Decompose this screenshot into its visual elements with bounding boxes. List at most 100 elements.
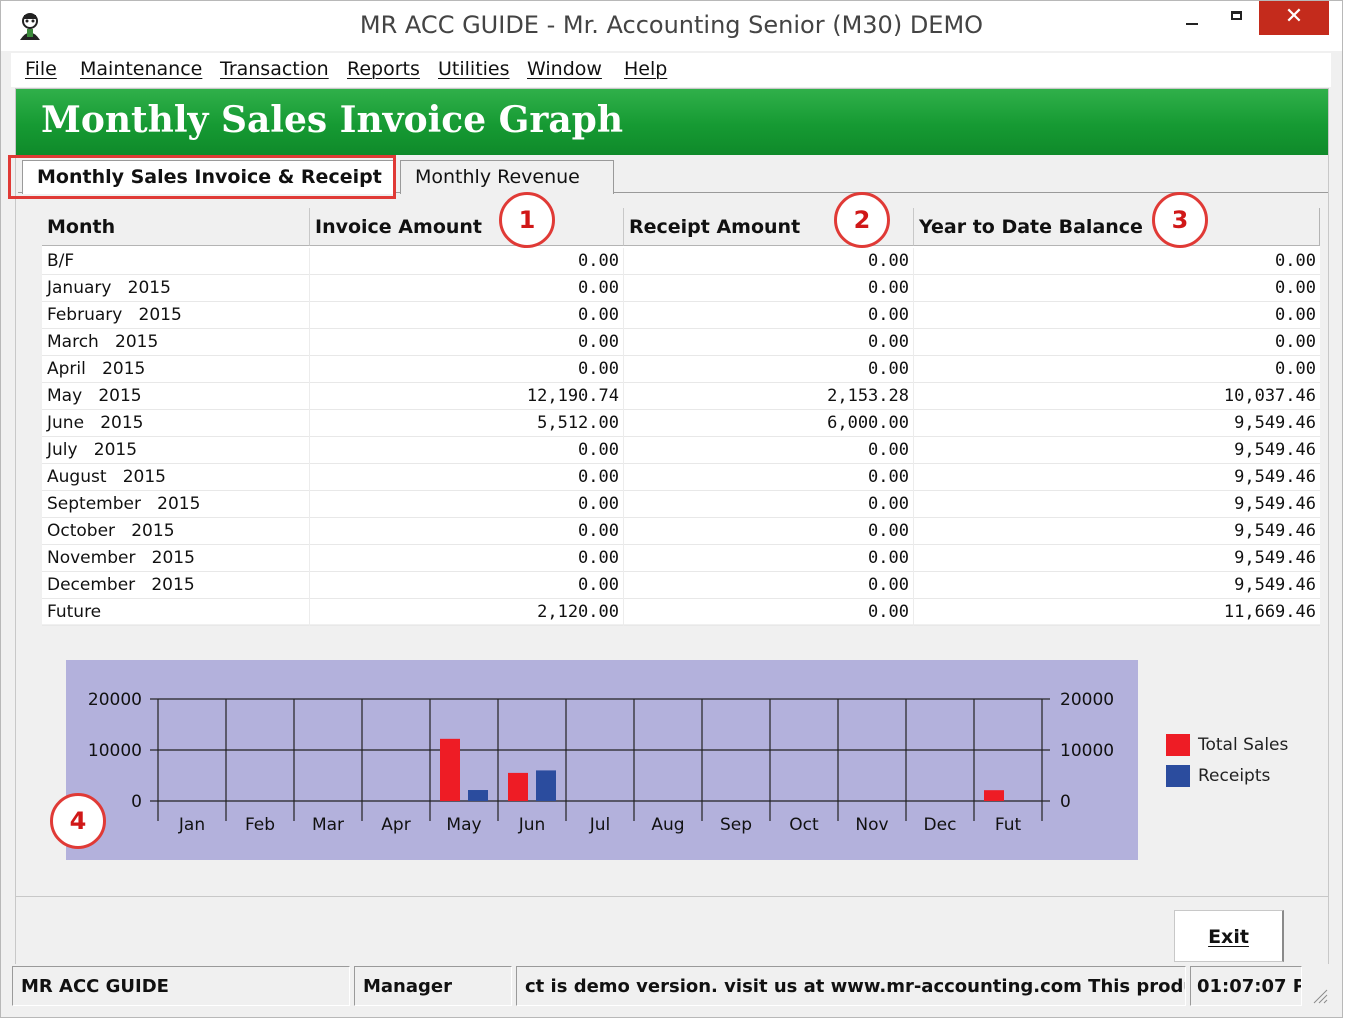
chart-bar-receipts [536,770,556,801]
tab-monthly-sales-invoice-receipt[interactable]: Monthly Sales Invoice & Receipt [22,160,396,194]
invoice-amount-cell: 12,190.74 [310,383,624,410]
table-row[interactable]: December 2015 0.00 0.00 9,549.46 [42,572,1320,599]
ytd-balance-cell: 0.00 [1275,278,1316,298]
receipt-amount-cell: 0.00 [624,329,914,356]
month-cell: December 2015 [42,572,310,599]
invoice-amount-cell: 0.00 [310,248,624,275]
callout-marker-3: 3 [1152,192,1208,248]
minimize-button[interactable] [1169,1,1217,35]
receipt-amount-cell: 0.00 [624,437,914,464]
sales-chart-canvas: 0 0 10000 10000 20000 20000 Jan Feb Mar Apr May Jun… [88,690,1114,835]
x-tick-label: Sep [720,815,752,835]
menu-reports[interactable]: Reports [347,58,420,80]
callout-marker-2: 2 [834,192,890,248]
ytd-balance-cell: 9,549.46 [1234,494,1316,514]
table-row[interactable]: September 2015 0.00 0.00 9,549.46 [42,491,1320,518]
invoice-amount-cell: 0.00 [310,572,624,599]
ytd-balance-cell: 0.00 [1275,332,1316,352]
invoice-amount-cell: 0.00 [310,302,624,329]
receipt-amount-cell: 0.00 [624,464,914,491]
column-header-month[interactable]: Month [42,208,310,246]
table-row[interactable]: July 2015 0.00 0.00 9,549.46 [42,437,1320,464]
month-cell: July 2015 [42,437,310,464]
receipt-amount-cell: 0.00 [624,545,914,572]
x-tick-label: Apr [381,815,410,835]
table-row[interactable]: February 2015 0.00 0.00 0.00 [42,302,1320,329]
resize-grip-icon[interactable] [1312,988,1328,1004]
chart-bar-total-sales [440,738,460,801]
invoice-amount-cell: 0.00 [310,356,624,383]
column-header-invoice-amount[interactable]: Invoice Amount [310,208,624,246]
receipt-amount-cell: 0.00 [624,599,914,626]
table-row[interactable]: November 2015 0.00 0.00 9,549.46 [42,545,1320,572]
table-row[interactable]: April 2015 0.00 0.00 0.00 [42,356,1320,383]
menu-window[interactable]: Window [527,58,602,80]
table-row[interactable]: B/F 0.00 0.00 0.00 [42,248,1320,275]
tab-monthly-revenue[interactable]: Monthly Revenue [400,160,614,194]
receipt-amount-cell: 6,000.00 [624,410,914,437]
receipt-amount-cell: 0.00 [624,275,914,302]
ytd-balance-cell: 9,549.46 [1234,467,1316,487]
button-bar [16,896,1328,965]
ytd-balance-cell: 9,549.46 [1234,413,1316,433]
table-row[interactable]: October 2015 0.00 0.00 9,549.46 [42,518,1320,545]
title-bar[interactable]: MR ACC GUIDE - Mr. Accounting Senior (M3… [1,1,1342,51]
close-button[interactable]: ✕ [1259,1,1329,35]
menu-transaction[interactable]: Transaction [220,58,329,80]
exit-button[interactable]: Exit [1174,910,1284,962]
table-row[interactable]: June 2015 5,512.00 6,000.00 9,549.46 [42,410,1320,437]
y-tick-label-left: 0 [131,792,142,812]
invoice-amount-cell: 0.00 [310,464,624,491]
x-tick-label: Jun [518,815,546,835]
x-tick-label: Jul [589,815,611,835]
receipt-amount-cell: 2,153.28 [624,383,914,410]
x-tick-label: May [446,815,481,835]
x-tick-label: Fut [995,815,1022,835]
menu-help[interactable]: Help [624,58,668,80]
ytd-balance-cell: 9,549.46 [1234,575,1316,595]
status-time: 01:07:07 PM [1190,966,1302,1006]
tab-strip-divider [18,192,1328,193]
y-tick-label-right: 0 [1060,792,1071,812]
table-row[interactable]: May 2015 12,190.74 2,153.28 10,037.46 [42,383,1320,410]
invoice-amount-cell: 0.00 [310,437,624,464]
month-cell: November 2015 [42,545,310,572]
legend-swatch-total-sales [1166,734,1190,756]
receipt-amount-cell: 0.00 [624,491,914,518]
y-tick-label-right: 20000 [1060,690,1114,710]
status-marquee: ct is demo version. visit us at www.mr-a… [516,966,1186,1006]
menu-maintenance[interactable]: Maintenance [80,58,203,80]
column-header-ytd-balance[interactable]: Year to Date Balance [914,208,1320,246]
x-tick-label: Aug [651,815,684,835]
invoice-amount-cell: 0.00 [310,491,624,518]
receipt-amount-cell: 0.00 [624,356,914,383]
page-banner: Monthly Sales Invoice Graph [16,89,1328,155]
minimize-icon [1186,23,1198,25]
ytd-balance-cell: 0.00 [1275,359,1316,379]
maximize-button[interactable] [1213,1,1261,35]
menu-bar: File Maintenance Transaction Reports Uti… [11,53,1331,87]
month-cell: B/F [42,248,310,275]
page-title: Monthly Sales Invoice Graph [41,99,624,141]
invoice-amount-cell: 0.00 [310,329,624,356]
month-cell: June 2015 [42,410,310,437]
y-tick-label-left: 20000 [88,690,142,710]
invoice-amount-cell: 0.00 [310,518,624,545]
table-row[interactable]: August 2015 0.00 0.00 9,549.46 [42,464,1320,491]
ytd-balance-cell: 9,549.46 [1234,521,1316,541]
status-bar: MR ACC GUIDE Manager ct is demo version.… [10,966,1330,1010]
x-tick-label: Nov [855,815,888,835]
month-cell: October 2015 [42,518,310,545]
month-cell: March 2015 [42,329,310,356]
x-tick-label: Mar [312,815,344,835]
menu-file[interactable]: File [25,58,57,80]
menu-utilities[interactable]: Utilities [438,58,510,80]
status-user: Manager [354,966,512,1006]
table-row[interactable]: Future 2,120.00 0.00 11,669.46 [42,599,1320,626]
month-cell: January 2015 [42,275,310,302]
receipt-amount-cell: 0.00 [624,572,914,599]
table-row[interactable]: March 2015 0.00 0.00 0.00 [42,329,1320,356]
close-icon: ✕ [1284,4,1304,29]
ytd-balance-cell: 10,037.46 [1223,386,1316,406]
table-row[interactable]: January 2015 0.00 0.00 0.00 [42,275,1320,302]
